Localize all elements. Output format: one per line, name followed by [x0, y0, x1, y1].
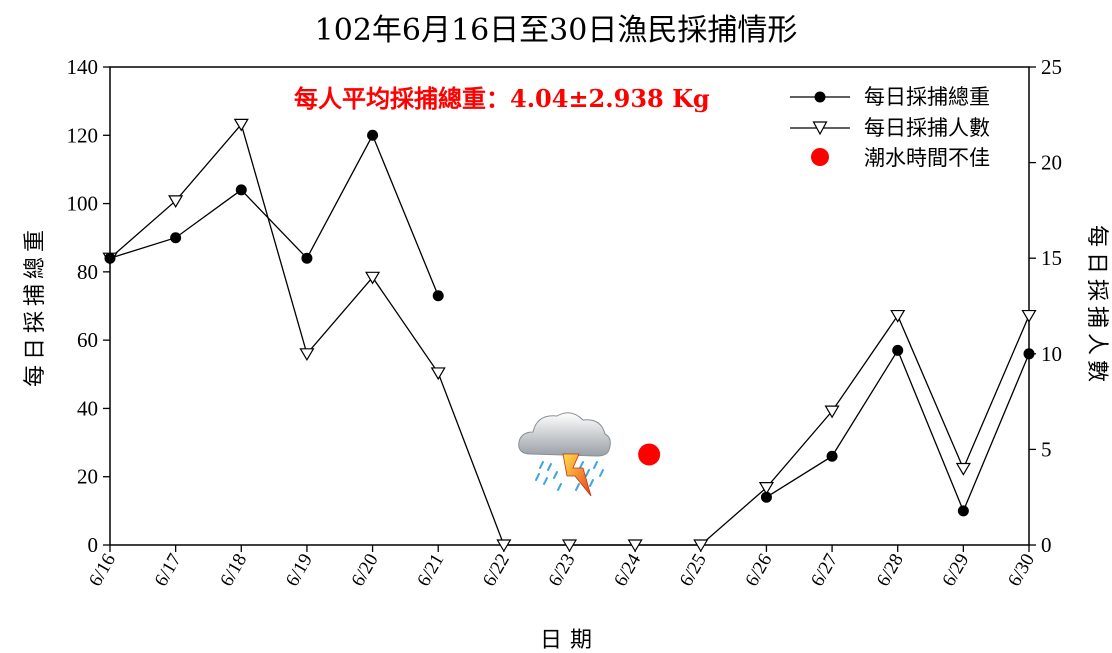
legend-label-weight: 每日採捕總重	[864, 85, 990, 109]
data-point-weight	[892, 344, 904, 356]
data-point-weight	[760, 491, 772, 503]
x-tick-label: 6/29	[938, 550, 973, 590]
y-right-tick-label: 10	[1041, 342, 1062, 366]
data-point-weight	[826, 450, 838, 462]
data-point-count	[168, 195, 184, 209]
y-left-tick-label: 40	[77, 396, 98, 420]
x-tick-label: 6/25	[676, 550, 711, 590]
data-point-count	[758, 482, 774, 495]
data-point-count	[1021, 309, 1037, 323]
x-tick-label: 6/26	[741, 550, 776, 590]
data-point-weight	[235, 184, 247, 196]
y-axis-right-label: 每日採捕人數	[1084, 225, 1109, 387]
y-right-tick-label: 20	[1041, 151, 1062, 175]
y-left-tick-label: 80	[77, 260, 98, 284]
legend-marker-count	[812, 121, 828, 136]
x-tick-label: 6/27	[807, 550, 842, 590]
data-point-count	[955, 462, 971, 476]
y-right-tick-label: 5	[1041, 437, 1052, 461]
data-point-count	[824, 405, 840, 419]
data-point-weight	[1023, 348, 1035, 360]
x-tick-label: 6/19	[282, 550, 317, 590]
data-point-count	[693, 539, 709, 553]
x-tick-label: 6/28	[873, 550, 908, 590]
series-line-weight	[766, 348, 1030, 513]
data-point-count	[496, 539, 512, 553]
legend: 每日採捕總重 每日採捕人數 潮水時間不佳	[790, 85, 990, 170]
legend-marker-weight	[814, 91, 826, 103]
data-point-weight	[957, 505, 969, 517]
data-point-count	[365, 271, 381, 285]
x-tick-label: 6/23	[545, 550, 580, 590]
chart-title: 102年6月16日至30日漁民採捕情形	[315, 13, 798, 48]
data-point-count	[890, 309, 906, 323]
x-axis-label: 日期	[540, 628, 600, 653]
data-point-weight	[104, 252, 116, 264]
data-point-count	[430, 367, 446, 381]
x-tick-label: 6/24	[610, 550, 645, 590]
data-point-count	[627, 539, 643, 553]
data-point-weight	[432, 290, 444, 302]
series-line-count	[109, 123, 1030, 546]
data-point-count	[299, 348, 315, 361]
y-left-tick-label: 0	[88, 533, 99, 557]
y-left-tick-label: 20	[77, 465, 98, 489]
data-point-weight	[367, 129, 379, 141]
thunderstorm-icon	[518, 412, 611, 497]
x-tick-label: 6/18	[216, 550, 251, 590]
series-line-weight	[109, 133, 439, 297]
data-point-weight	[301, 252, 313, 264]
y-left-tick-label: 120	[67, 123, 99, 147]
y-right-tick-label: 15	[1041, 246, 1062, 270]
y-axis-left-label: 每日採捕總重	[23, 225, 48, 387]
legend-marker-tide	[811, 148, 829, 166]
y-left-tick-label: 140	[67, 55, 99, 79]
x-tick-label: 6/17	[151, 550, 186, 590]
data-point-count	[561, 539, 578, 553]
y-left-tick-label: 100	[67, 192, 99, 216]
y-right-tick-label: 25	[1041, 55, 1062, 79]
data-point-weight	[170, 232, 182, 244]
legend-label-count: 每日採捕人數	[864, 116, 990, 140]
x-tick-label: 6/21	[413, 550, 448, 590]
legend-label-tide: 潮水時間不佳	[864, 146, 990, 170]
data-point-count	[233, 118, 249, 132]
x-tick-label: 6/20	[348, 550, 383, 590]
special-marker-dot	[638, 443, 661, 466]
y-left-tick-label: 60	[77, 328, 98, 352]
mean-annotation: 每人平均採捕總重：4.04±2.938 Kg	[294, 84, 710, 113]
y-right-tick-label: 0	[1041, 533, 1052, 557]
x-tick-label: 6/30	[1004, 550, 1039, 590]
x-tick-label: 6/22	[479, 550, 514, 590]
